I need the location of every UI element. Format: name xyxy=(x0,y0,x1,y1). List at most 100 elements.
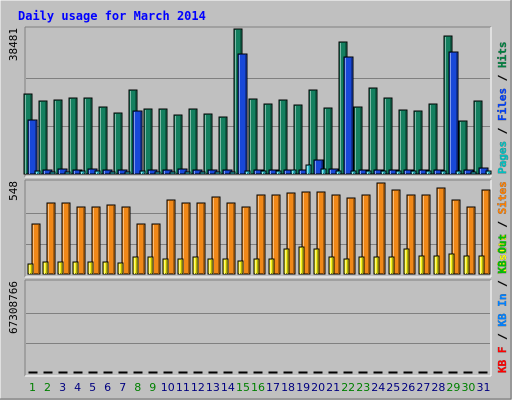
bar-visits xyxy=(373,256,380,275)
bar-kb-f xyxy=(268,371,278,374)
bar-body xyxy=(260,170,267,175)
bar-pages xyxy=(380,170,387,175)
bar-body xyxy=(64,171,71,175)
x-tick-label: 11 xyxy=(176,381,190,394)
bar-body xyxy=(181,202,191,275)
bar-kb-f xyxy=(163,371,173,374)
bar-body xyxy=(358,256,365,275)
bar-pages xyxy=(139,170,146,175)
bar-pages xyxy=(94,170,101,175)
bar-kb-f xyxy=(193,371,203,374)
x-tick-label: 13 xyxy=(206,381,220,394)
bar-kb-f xyxy=(28,371,38,374)
bar-sites xyxy=(376,182,386,275)
panel-kbytes: 67308766 KB F / KB In / KB Out xyxy=(7,234,509,377)
bar-body xyxy=(466,206,476,275)
bar-kb-f xyxy=(88,371,98,374)
bar-kb-f xyxy=(208,371,218,374)
y-max-label: 67308766 xyxy=(7,281,20,334)
bar-body xyxy=(42,261,49,275)
bar-body xyxy=(331,194,341,275)
bar-body xyxy=(373,256,380,275)
bar-body xyxy=(380,170,387,175)
bar-kb-f xyxy=(343,371,353,374)
bar-body xyxy=(458,120,468,175)
bar-body xyxy=(308,89,318,175)
bar-sites xyxy=(256,194,266,275)
x-tick-label: 19 xyxy=(296,381,310,394)
bar-visits xyxy=(207,258,214,275)
bar-body xyxy=(196,202,206,275)
bar-hits xyxy=(353,106,363,175)
bar-pages xyxy=(184,171,191,175)
bar-body xyxy=(343,258,350,275)
bar-body xyxy=(43,371,53,374)
bar-pages xyxy=(109,171,116,175)
x-tick-label: 21 xyxy=(326,381,340,394)
bar-body xyxy=(229,171,236,175)
bar-pages xyxy=(425,170,432,175)
bar-kb-f xyxy=(313,371,323,374)
bar-kb-f xyxy=(418,371,428,374)
bar-body xyxy=(391,189,401,275)
bar-pages xyxy=(410,170,417,175)
bar-body xyxy=(278,99,288,175)
bar-body xyxy=(256,194,266,275)
x-tick-label: 1 xyxy=(29,381,36,394)
bar-body xyxy=(27,263,34,275)
bar-kb-f xyxy=(103,371,113,374)
bar-hits xyxy=(218,116,228,175)
x-tick-label: 7 xyxy=(119,381,126,394)
bar-body xyxy=(271,194,281,275)
bar-body xyxy=(388,371,398,374)
bar-body xyxy=(118,371,128,374)
bar-body xyxy=(253,371,263,374)
legend-entry: Hits xyxy=(496,42,509,69)
bar-body xyxy=(361,194,371,275)
bar-body xyxy=(57,261,64,275)
bar-hits xyxy=(143,108,153,175)
bar-body xyxy=(268,371,278,374)
bar-body xyxy=(478,255,485,275)
bar-body xyxy=(323,107,333,175)
bar-body xyxy=(237,53,248,175)
bar-hits xyxy=(38,100,48,175)
bar-body xyxy=(448,51,459,175)
legend-entry: / xyxy=(496,327,509,347)
bar-pages xyxy=(260,170,267,175)
bar-kb-f xyxy=(178,371,188,374)
bar-body xyxy=(73,371,83,374)
bar-body xyxy=(433,371,443,374)
bar-pages xyxy=(305,164,312,175)
bar-body xyxy=(214,171,221,175)
bar-pages xyxy=(455,170,462,175)
bar-hits xyxy=(158,108,168,175)
bar-body xyxy=(162,258,169,275)
chart-title: Daily usage for March 2014 xyxy=(18,9,206,23)
y-max-label: 38481 xyxy=(7,28,20,61)
bar-hits xyxy=(398,109,408,175)
bar-body xyxy=(463,255,470,275)
bar-visits xyxy=(343,258,350,275)
bar-body xyxy=(117,262,124,275)
bar-body xyxy=(72,261,79,275)
bar-body xyxy=(343,371,353,374)
bar-body xyxy=(328,256,335,275)
bar-body xyxy=(223,371,233,374)
bar-kb-f xyxy=(463,371,473,374)
bar-body xyxy=(124,171,131,175)
bar-body xyxy=(478,371,488,374)
bar-body xyxy=(365,170,372,175)
bar-pages xyxy=(154,171,161,175)
legend-entry: Files xyxy=(496,88,509,121)
x-tick-label: 9 xyxy=(149,381,156,394)
bar-body xyxy=(395,170,402,175)
bar-body xyxy=(28,371,38,374)
bar-body xyxy=(263,103,273,175)
bar-body xyxy=(413,110,423,175)
bar-body xyxy=(481,189,491,275)
bar-visits xyxy=(132,256,139,275)
x-tick-label: 25 xyxy=(386,381,400,394)
bar-visits xyxy=(27,263,34,275)
